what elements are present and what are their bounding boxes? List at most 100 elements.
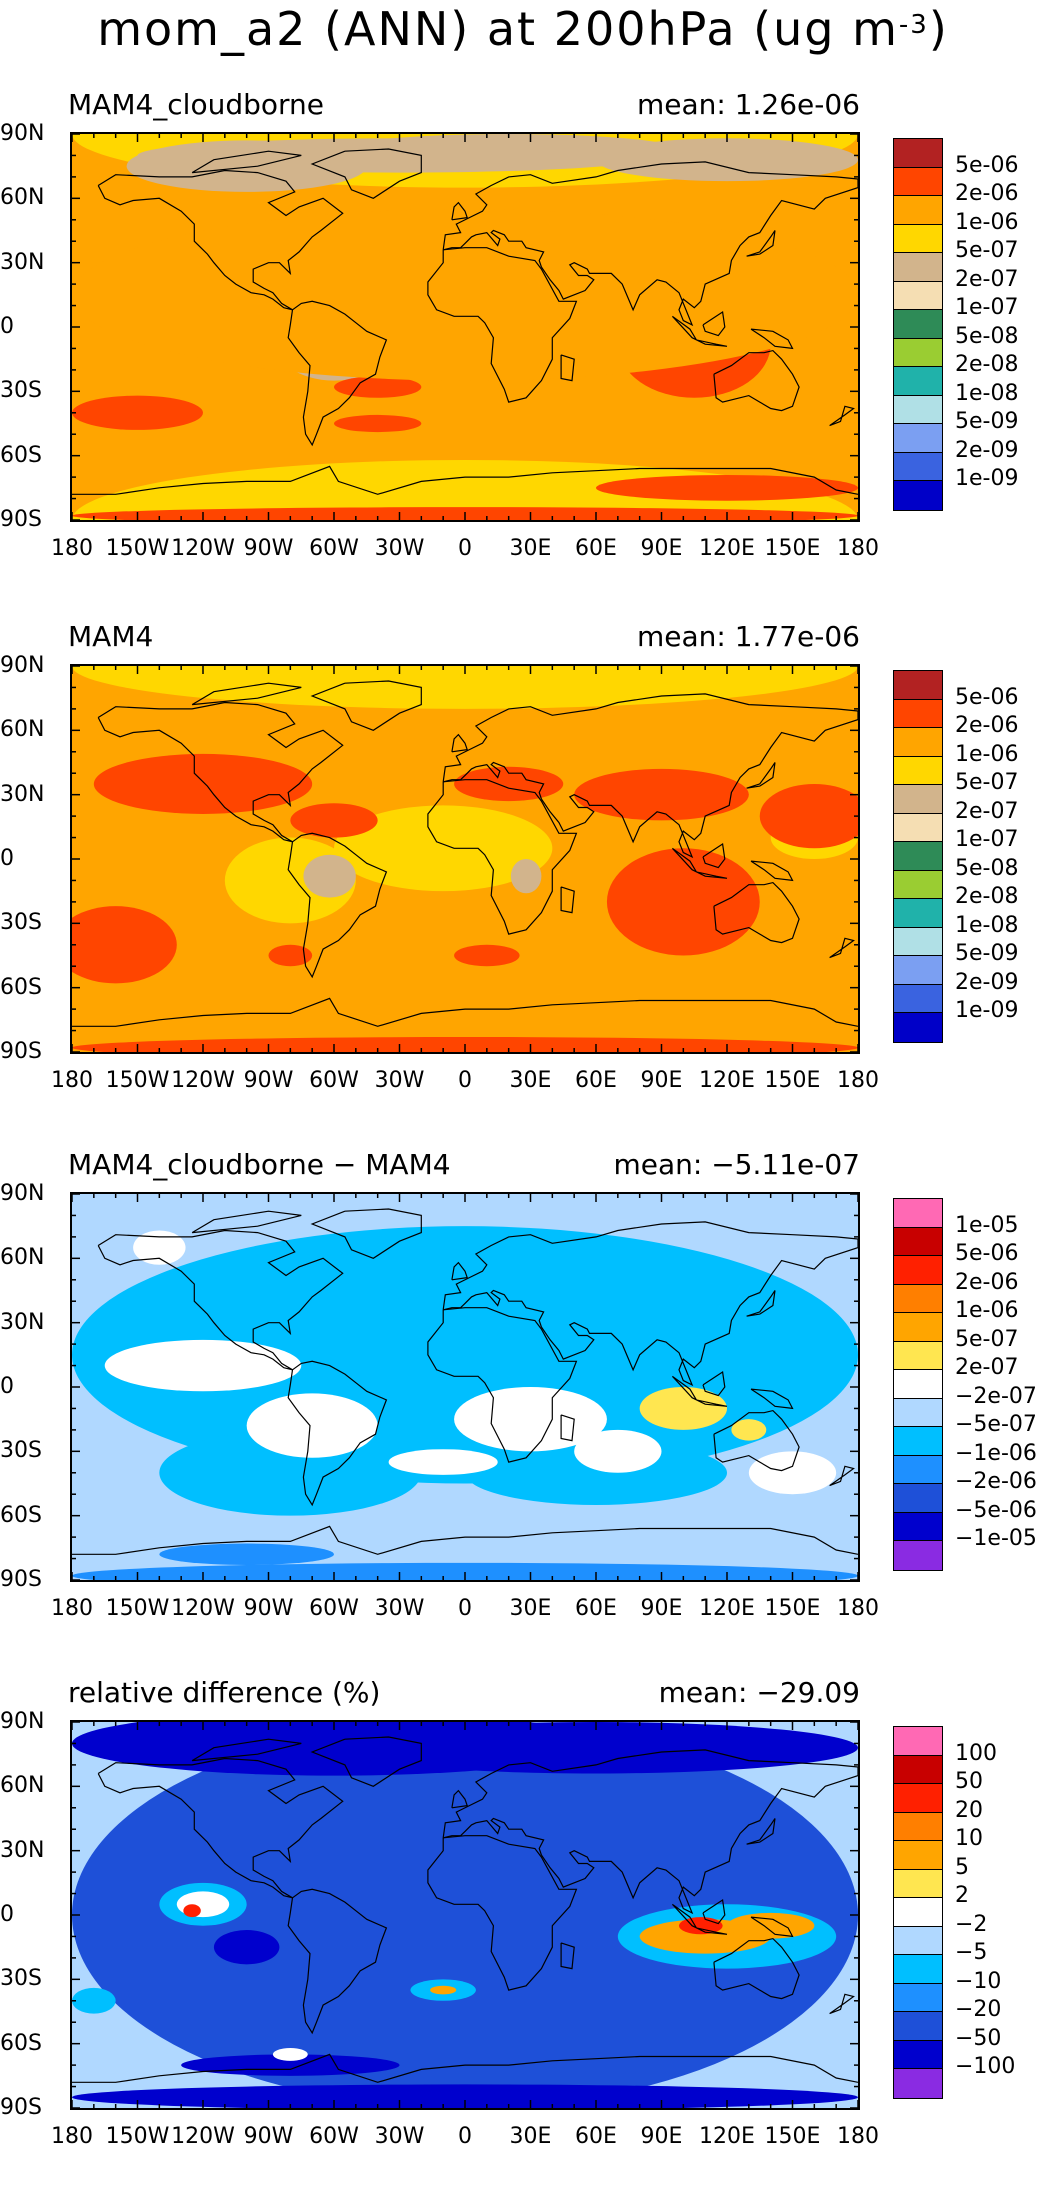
colorbar-label: 5e-06 — [955, 1241, 1019, 1266]
lon-tick-label: 90W — [243, 1068, 294, 1093]
contour-region — [731, 1419, 767, 1441]
field-svg — [72, 1722, 858, 2108]
coastline — [191, 682, 302, 706]
contour-region — [268, 944, 313, 967]
lat-tick-label: 90N — [0, 653, 45, 678]
colorbar-swatch — [894, 842, 942, 871]
colorbar-swatch — [894, 1013, 942, 1042]
coastline — [560, 1414, 575, 1442]
lon-tick-label: 120W — [171, 1068, 235, 1093]
colorbar-label: 1e-06 — [955, 1298, 1019, 1323]
colorbar-swatch — [894, 196, 942, 225]
colorbar-swatch — [894, 395, 942, 424]
panel-mean: mean: 1.26e-06 — [636, 88, 860, 121]
colorbar-swatch — [894, 728, 942, 757]
coastline — [72, 1525, 858, 1555]
lat-tick-label: 60N — [0, 717, 45, 743]
colorbar-swatch — [894, 671, 942, 700]
lon-tick-label: 60E — [575, 1596, 617, 1621]
contour-region — [465, 1440, 727, 1505]
colorbar-swatch — [894, 1727, 942, 1756]
contour-region — [759, 783, 858, 849]
lat-tick-label: 60N — [0, 1245, 45, 1271]
panel-mean: mean: −29.09 — [658, 1676, 860, 1709]
lat-tick-label: 0 — [0, 1902, 14, 1927]
colorbar-swatch — [894, 1955, 942, 1984]
lon-tick-label: 180 — [51, 2124, 93, 2149]
panel-title: MAM4_cloudborne — [68, 88, 325, 121]
colorbar-label: −20 — [955, 1997, 1002, 2022]
contour-region — [303, 854, 356, 898]
coastline — [427, 779, 578, 935]
colorbar-swatch — [894, 1427, 942, 1456]
coastline — [287, 300, 388, 447]
panel-mean: mean: 1.77e-06 — [636, 620, 860, 653]
coastline — [829, 937, 855, 959]
panel-mean: mean: −5.11e-07 — [613, 1148, 860, 1181]
coastline — [750, 1388, 794, 1410]
coastline — [427, 247, 578, 403]
colorbar-label: 20 — [955, 1797, 983, 1823]
figure-title: mom_a2 (ANN) at 200hPa (ug m-3) — [0, 0, 1046, 58]
colorbar-label: 100 — [955, 1740, 997, 1766]
lon-tick-label: 60W — [309, 2124, 359, 2149]
contour-region — [159, 1429, 422, 1516]
field-svg — [72, 666, 858, 1052]
lon-tick-label: 120E — [699, 2124, 755, 2149]
lon-tick-label: 30E — [509, 1068, 552, 1093]
coastline — [287, 1888, 388, 2035]
lon-tick-label: 60W — [309, 1068, 359, 1093]
colorbar-label: 2e-06 — [955, 1269, 1019, 1295]
colorbar-swatch — [894, 956, 942, 985]
lon-tick-label: 150W — [105, 1068, 170, 1093]
coastline — [97, 1229, 344, 1371]
colorbar — [893, 1198, 943, 1571]
colorbar-label: 10 — [955, 1826, 983, 1851]
contour-region — [213, 1930, 280, 1965]
coastline — [72, 2053, 858, 2083]
colorbar-label: 5e-07 — [955, 1326, 1019, 1352]
coastline — [191, 1210, 302, 1234]
colorbar-swatch — [894, 1898, 942, 1927]
coastline — [442, 693, 858, 859]
coastline — [451, 201, 469, 221]
lon-tick-label: 90W — [243, 1596, 294, 1621]
lon-tick-label: 60W — [309, 536, 359, 561]
colorbar-label: 5e-08 — [955, 855, 1019, 881]
colorbar-swatch — [894, 310, 942, 339]
lon-tick-label: 30W — [374, 1596, 425, 1621]
lat-tick-label: 60N — [0, 185, 45, 211]
coastline — [310, 1208, 422, 1259]
colorbar-label: −5 — [955, 1940, 988, 1965]
coastline — [310, 1736, 422, 1787]
lon-tick-label: 180 — [837, 2124, 879, 2149]
coastline — [451, 1789, 469, 1809]
colorbar-label: 2e-09 — [955, 437, 1019, 463]
coastline — [746, 762, 776, 789]
lat-tick-label: 30N — [0, 1309, 45, 1335]
panel-title: MAM4 — [68, 620, 154, 653]
colorbar-label: 5e-09 — [955, 941, 1019, 966]
colorbar-swatch — [894, 2040, 942, 2069]
contour-region — [454, 944, 520, 967]
colorbar-swatch — [894, 367, 942, 396]
colorbar-label: 5e-07 — [955, 238, 1019, 263]
lon-tick-label: 60E — [575, 1068, 617, 1093]
map-panel-cloudborne: MAM4_cloudborne mean: 1.26e-06 90N 60N 30N… — [0, 88, 1046, 618]
lon-tick-label: 150E — [764, 536, 821, 561]
colorbar-swatch — [894, 756, 942, 785]
colorbar-swatch — [894, 1313, 942, 1342]
contour-region — [430, 1985, 457, 1995]
lat-tick-label: 60N — [0, 1773, 45, 1799]
coastline — [713, 1409, 800, 1472]
colorbar-swatch — [894, 2069, 942, 2098]
contour-region — [72, 906, 177, 984]
colorbar-label: −2 — [955, 1911, 988, 1937]
coastline — [750, 328, 794, 350]
lon-tick-label: 150E — [764, 1596, 821, 1621]
colorbar-swatch — [894, 927, 942, 956]
colorbar-swatch — [894, 1284, 942, 1313]
lon-tick-label: 60W — [309, 1596, 359, 1621]
lat-tick-label: 90S — [0, 2095, 42, 2120]
colorbar-swatch — [894, 2012, 942, 2041]
